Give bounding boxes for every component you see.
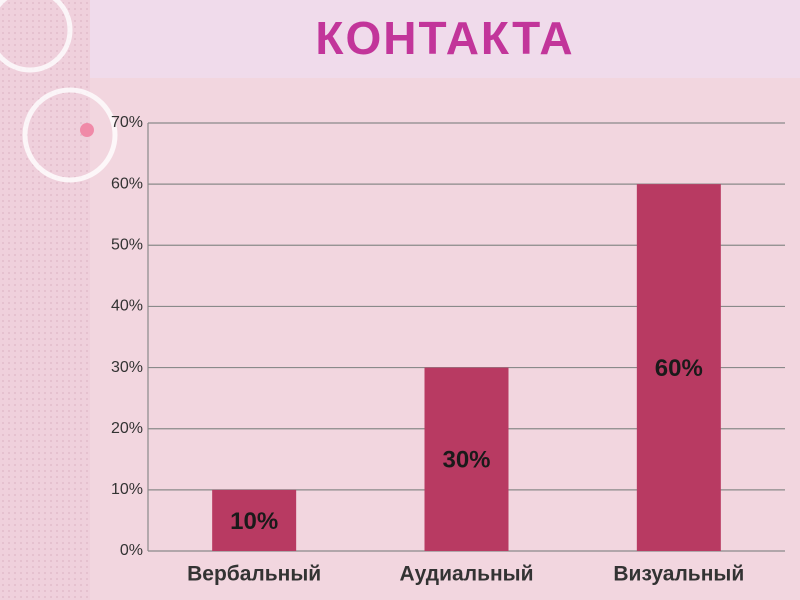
- bar: [636, 184, 721, 551]
- x-tick-label: Аудиальный: [399, 563, 533, 586]
- y-tick-label: 30%: [111, 359, 143, 376]
- chart-title: КОНТАКТА: [315, 12, 574, 64]
- y-tick-label: 70%: [111, 114, 143, 131]
- y-tick-label: 60%: [111, 175, 143, 192]
- decoration-dot: [80, 123, 94, 137]
- y-tick-label: 10%: [111, 481, 143, 498]
- bar: [424, 367, 509, 551]
- y-tick-label: 0%: [120, 542, 143, 559]
- y-tick-label: 40%: [111, 298, 143, 315]
- decoration: [0, 0, 118, 183]
- value-label: 10%: [230, 508, 278, 535]
- x-tick-label: Вербальный: [187, 563, 321, 586]
- value-label: 30%: [442, 447, 490, 474]
- y-tick-label: 50%: [111, 237, 143, 254]
- value-label: 60%: [655, 355, 703, 382]
- title-band: [90, 0, 800, 78]
- bar: [212, 489, 297, 551]
- x-tick-label: Визуальный: [613, 563, 744, 586]
- y-tick-label: 20%: [111, 420, 143, 437]
